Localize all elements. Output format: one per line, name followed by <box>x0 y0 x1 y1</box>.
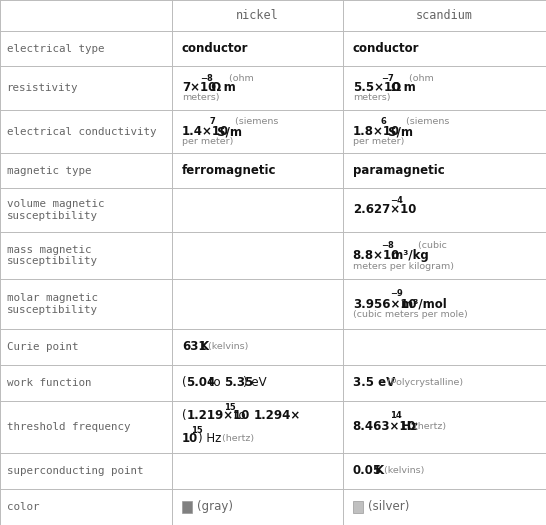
Text: 1.4×10: 1.4×10 <box>182 125 229 138</box>
Text: superconducting point: superconducting point <box>7 466 143 476</box>
Text: (ohm: (ohm <box>226 74 253 83</box>
Text: per meter): per meter) <box>353 136 404 145</box>
Text: (hertz): (hertz) <box>411 422 446 432</box>
Text: 8.463×10: 8.463×10 <box>353 421 417 433</box>
Text: nickel: nickel <box>236 9 279 22</box>
Text: magnetic type: magnetic type <box>7 166 91 176</box>
Text: (gray): (gray) <box>197 500 233 513</box>
Text: resistivity: resistivity <box>7 83 78 93</box>
Text: −4: −4 <box>390 196 403 205</box>
Text: conductor: conductor <box>353 43 419 55</box>
Text: scandium: scandium <box>416 9 473 22</box>
Text: Hz: Hz <box>397 421 418 433</box>
Text: molar magnetic
susceptibility: molar magnetic susceptibility <box>7 293 98 315</box>
Text: S/m: S/m <box>213 125 242 138</box>
Text: per meter): per meter) <box>182 136 233 145</box>
Bar <box>182 501 192 513</box>
Text: conductor: conductor <box>182 43 248 55</box>
Text: −9: −9 <box>390 289 403 298</box>
Text: 631: 631 <box>182 340 206 353</box>
Text: 15: 15 <box>191 426 203 435</box>
Text: ) eV: ) eV <box>242 376 266 389</box>
Text: electrical conductivity: electrical conductivity <box>7 127 156 136</box>
Text: to: to <box>230 409 254 422</box>
Text: m³/kg: m³/kg <box>387 249 429 262</box>
Text: K: K <box>196 340 209 353</box>
Text: 1.219×10: 1.219×10 <box>187 409 250 422</box>
Text: 10: 10 <box>182 432 198 445</box>
Text: (kelvins): (kelvins) <box>381 467 424 476</box>
Text: (: ( <box>182 409 186 422</box>
Text: 2.627×10: 2.627×10 <box>353 204 416 216</box>
Text: Ω m: Ω m <box>207 81 236 94</box>
Text: 1.294×: 1.294× <box>254 409 301 422</box>
Text: mass magnetic
susceptibility: mass magnetic susceptibility <box>7 245 98 266</box>
Text: color: color <box>7 502 39 512</box>
Text: −8: −8 <box>381 240 394 249</box>
Text: meters): meters) <box>353 93 390 102</box>
Text: (ohm: (ohm <box>406 74 434 83</box>
Text: (cubic: (cubic <box>416 240 447 249</box>
Text: (: ( <box>182 376 186 389</box>
Text: paramagnetic: paramagnetic <box>353 164 444 177</box>
Text: meters per kilogram): meters per kilogram) <box>353 261 454 270</box>
Text: 14: 14 <box>390 411 402 420</box>
Text: K: K <box>371 465 385 478</box>
Text: 3.5 eV: 3.5 eV <box>353 376 395 389</box>
Text: 15: 15 <box>224 403 236 412</box>
Text: 6: 6 <box>381 118 387 127</box>
Text: 3.956×10: 3.956×10 <box>353 298 417 310</box>
Text: (kelvins): (kelvins) <box>205 342 248 351</box>
Text: Ω m: Ω m <box>387 81 416 94</box>
Text: S/m: S/m <box>384 125 413 138</box>
Text: electrical type: electrical type <box>7 44 104 54</box>
Text: −7: −7 <box>381 74 394 83</box>
Text: 5.5×10: 5.5×10 <box>353 81 400 94</box>
Text: (cubic meters per mole): (cubic meters per mole) <box>353 310 467 319</box>
Bar <box>353 501 363 513</box>
Text: −8: −8 <box>200 74 213 83</box>
Text: m³/mol: m³/mol <box>397 298 447 310</box>
Text: 5.35: 5.35 <box>224 376 253 389</box>
Text: 1.8×10: 1.8×10 <box>353 125 400 138</box>
Text: 5.04: 5.04 <box>187 376 216 389</box>
Text: 7: 7 <box>210 118 216 127</box>
Text: (silver): (silver) <box>368 500 410 513</box>
Text: work function: work function <box>7 377 91 388</box>
Text: ferromagnetic: ferromagnetic <box>182 164 276 177</box>
Text: ) Hz: ) Hz <box>198 432 221 445</box>
Text: 0.05: 0.05 <box>353 465 382 478</box>
Text: (Polycrystalline): (Polycrystalline) <box>381 378 463 387</box>
Text: 7×10: 7×10 <box>182 81 216 94</box>
Text: (siemens: (siemens <box>232 118 278 127</box>
Text: meters): meters) <box>182 93 219 102</box>
Text: (hertz): (hertz) <box>216 434 254 443</box>
Text: volume magnetic
susceptibility: volume magnetic susceptibility <box>7 199 104 220</box>
Text: Curie point: Curie point <box>7 342 78 352</box>
Text: to: to <box>205 376 224 389</box>
Text: threshold frequency: threshold frequency <box>7 422 130 432</box>
Text: 8.8×10: 8.8×10 <box>353 249 400 262</box>
Text: (siemens: (siemens <box>403 118 449 127</box>
